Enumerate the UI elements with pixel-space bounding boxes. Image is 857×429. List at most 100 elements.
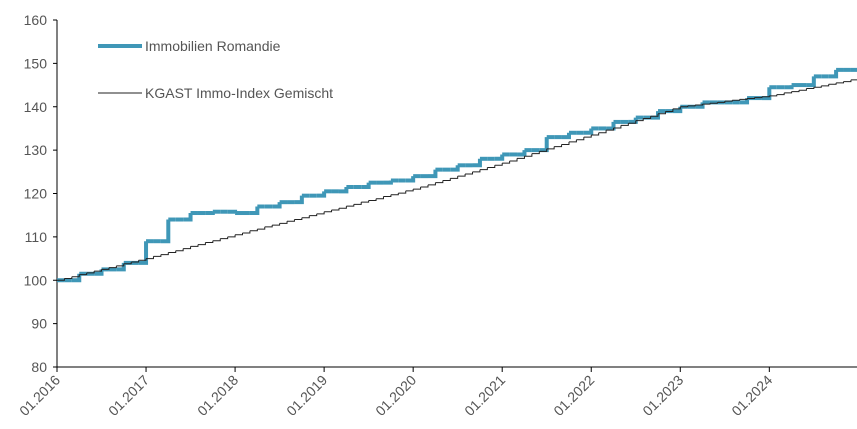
line-step — [472, 158, 482, 168]
line-step — [383, 180, 393, 185]
x-tick-label: 01.2019 — [283, 372, 330, 419]
line-step — [784, 85, 794, 90]
line-step — [235, 232, 243, 236]
line-step — [494, 163, 503, 166]
line-step — [338, 186, 349, 194]
x-tick-label: 01.2023 — [639, 372, 686, 419]
line-step — [279, 221, 288, 224]
line-step — [79, 272, 88, 276]
line-step — [368, 198, 377, 201]
line-step — [212, 238, 221, 242]
line-step — [539, 137, 549, 153]
y-tick-label: 80 — [31, 359, 47, 375]
line-step — [316, 191, 327, 198]
line-step — [554, 144, 563, 148]
line-step — [138, 241, 149, 265]
line-step — [146, 256, 154, 260]
y-tick-label: 120 — [24, 186, 48, 202]
x-tick-label: 01.2024 — [728, 372, 775, 419]
line-step — [123, 262, 132, 265]
line-step — [806, 87, 815, 90]
line-step — [324, 209, 333, 213]
line-step — [836, 81, 845, 84]
line-step — [494, 154, 505, 161]
line-step — [242, 230, 251, 234]
line-step — [457, 173, 466, 177]
line-step — [413, 186, 422, 190]
line-step — [546, 146, 555, 150]
line-step — [650, 113, 659, 117]
x-tick-label: 01.2021 — [461, 372, 508, 419]
line-step — [465, 171, 474, 175]
line-step — [591, 132, 600, 136]
line-step — [353, 202, 362, 205]
line-step — [450, 176, 459, 179]
line-step — [398, 190, 407, 194]
line-step — [620, 123, 629, 126]
line-step — [376, 196, 384, 200]
line-step — [509, 158, 518, 162]
line-step — [108, 265, 117, 269]
line-step — [435, 180, 444, 184]
line-step — [287, 219, 295, 222]
line-step — [183, 246, 192, 250]
line-step — [316, 211, 325, 215]
line-step — [606, 121, 616, 131]
line-step — [309, 213, 318, 217]
line-step — [131, 260, 140, 263]
line-step — [539, 148, 548, 152]
line-step — [791, 90, 800, 93]
line-step — [338, 206, 347, 209]
line-step — [428, 182, 436, 186]
line-step — [264, 225, 273, 228]
y-tick-label: 140 — [24, 99, 48, 115]
line-step — [450, 165, 460, 172]
line-step — [405, 189, 414, 192]
line-step — [724, 100, 733, 102]
line-step — [227, 234, 236, 238]
line-step — [531, 151, 540, 155]
legend-label: KGAST Immo-Index Gemischt — [145, 85, 333, 101]
line-step — [761, 87, 772, 101]
line-step — [205, 240, 214, 244]
line-step — [272, 223, 281, 226]
line-step — [561, 141, 570, 145]
line-step — [168, 250, 177, 253]
line-step — [220, 236, 229, 240]
line-step — [628, 117, 638, 124]
line-step — [57, 278, 65, 281]
line-step — [487, 165, 496, 168]
legend-label: Immobilien Romandie — [145, 38, 281, 54]
line-step — [227, 209, 238, 214]
line-step — [606, 128, 614, 131]
line-step — [383, 194, 392, 198]
line-step — [784, 91, 793, 94]
line-step — [799, 88, 807, 91]
line-step — [821, 84, 830, 87]
line-step — [249, 229, 258, 232]
y-tick-label: 160 — [24, 12, 48, 28]
line-step — [301, 215, 310, 219]
line-step — [598, 130, 607, 134]
line-step — [160, 219, 171, 244]
line-step — [138, 258, 147, 261]
line-step — [64, 276, 73, 280]
line-step — [828, 69, 839, 79]
line-step — [479, 167, 488, 171]
line-step — [160, 252, 169, 256]
y-tick-label: 110 — [25, 229, 48, 245]
y-tick-label: 90 — [31, 316, 47, 332]
y-tick-label: 100 — [24, 272, 48, 288]
line-step — [628, 120, 637, 124]
line-step — [502, 160, 511, 164]
line-step — [583, 134, 592, 138]
line-step — [776, 92, 785, 96]
x-tick-label: 01.2017 — [105, 372, 152, 419]
line-step — [94, 269, 103, 272]
line-step — [583, 128, 594, 135]
y-tick-label: 130 — [24, 142, 48, 158]
line-step — [257, 226, 266, 230]
line-step — [294, 217, 303, 221]
x-tick-label: 01.2022 — [550, 372, 597, 419]
